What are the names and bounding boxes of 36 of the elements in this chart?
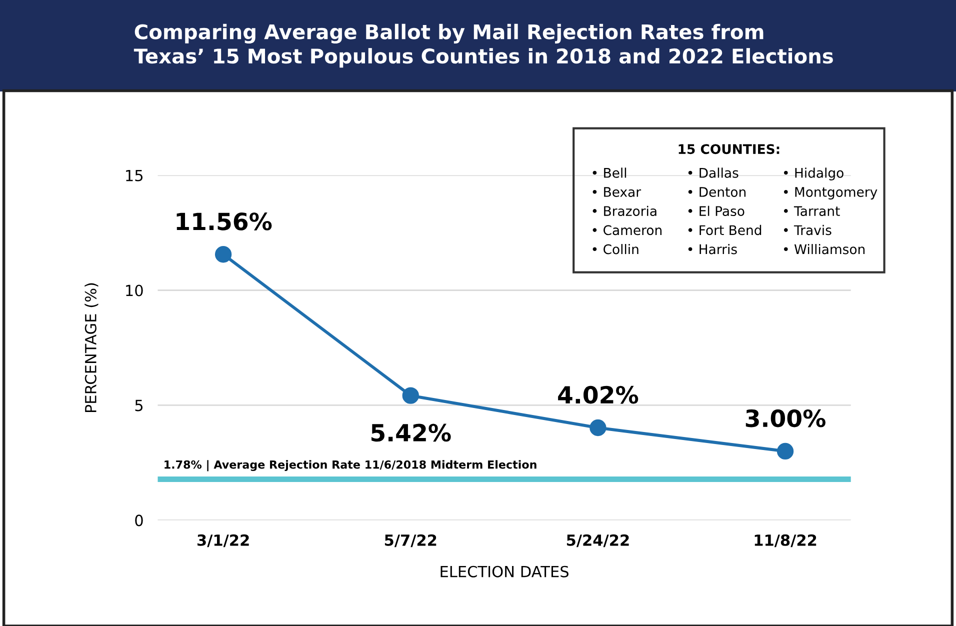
annotation: • El Paso [688, 206, 744, 216]
x-axis-title: ELECTION DATES [440, 566, 568, 578]
annotation: • Bexar [592, 187, 642, 197]
y-tick-label: 0 [135, 514, 143, 526]
x-tick-label: 11/8/22 [754, 534, 816, 548]
text: 15 COUNTIES: [678, 144, 780, 154]
annotation: • Collin [592, 244, 638, 254]
x-tick-label: 5/7/22 [384, 534, 436, 548]
annotation: • Harris [688, 244, 737, 254]
point [402, 387, 419, 404]
annotation: • Dallas [688, 168, 738, 178]
data-label: 11.56% [176, 212, 272, 230]
annotation: • Fort Bend [688, 224, 762, 236]
point [776, 442, 794, 460]
annotation: • Bell [592, 168, 626, 178]
x-tick-label: 3/1/22 [197, 534, 249, 548]
y-tick-label: 15 [126, 170, 143, 182]
y-tick-label: 10 [126, 284, 143, 296]
annotation: • Williamson [784, 244, 865, 254]
annotation: • Denton [688, 187, 746, 197]
annotation: • Hidalgo [784, 168, 844, 180]
annotation: • Montgomery [784, 187, 878, 200]
x-tick-label: 5/24/22 [566, 534, 629, 548]
annotation: • Tarrant [784, 206, 840, 216]
data-label: 5.42% [371, 424, 451, 442]
ref-line-label: 1.78% | Average Rejection Rate 11/6/2018 Midterm Election [164, 460, 536, 472]
annotation: • Cameron [592, 225, 662, 236]
annotation: • Travis [784, 224, 832, 236]
y-tick-label: 5 [135, 400, 143, 412]
data-label: 3.00% [746, 409, 826, 428]
annotation: • Brazoria [592, 206, 656, 216]
chart-title: Comparing Average Ballot by Mail Rejection Rates from Texas’ 15 Most Populous Counties in 2018 and 2022 Elections [134, 24, 833, 68]
data-label: 4.02% [558, 386, 638, 404]
point [214, 246, 232, 263]
point [590, 419, 606, 436]
y-axis-title: PERCENTAGE (%) [84, 283, 98, 412]
